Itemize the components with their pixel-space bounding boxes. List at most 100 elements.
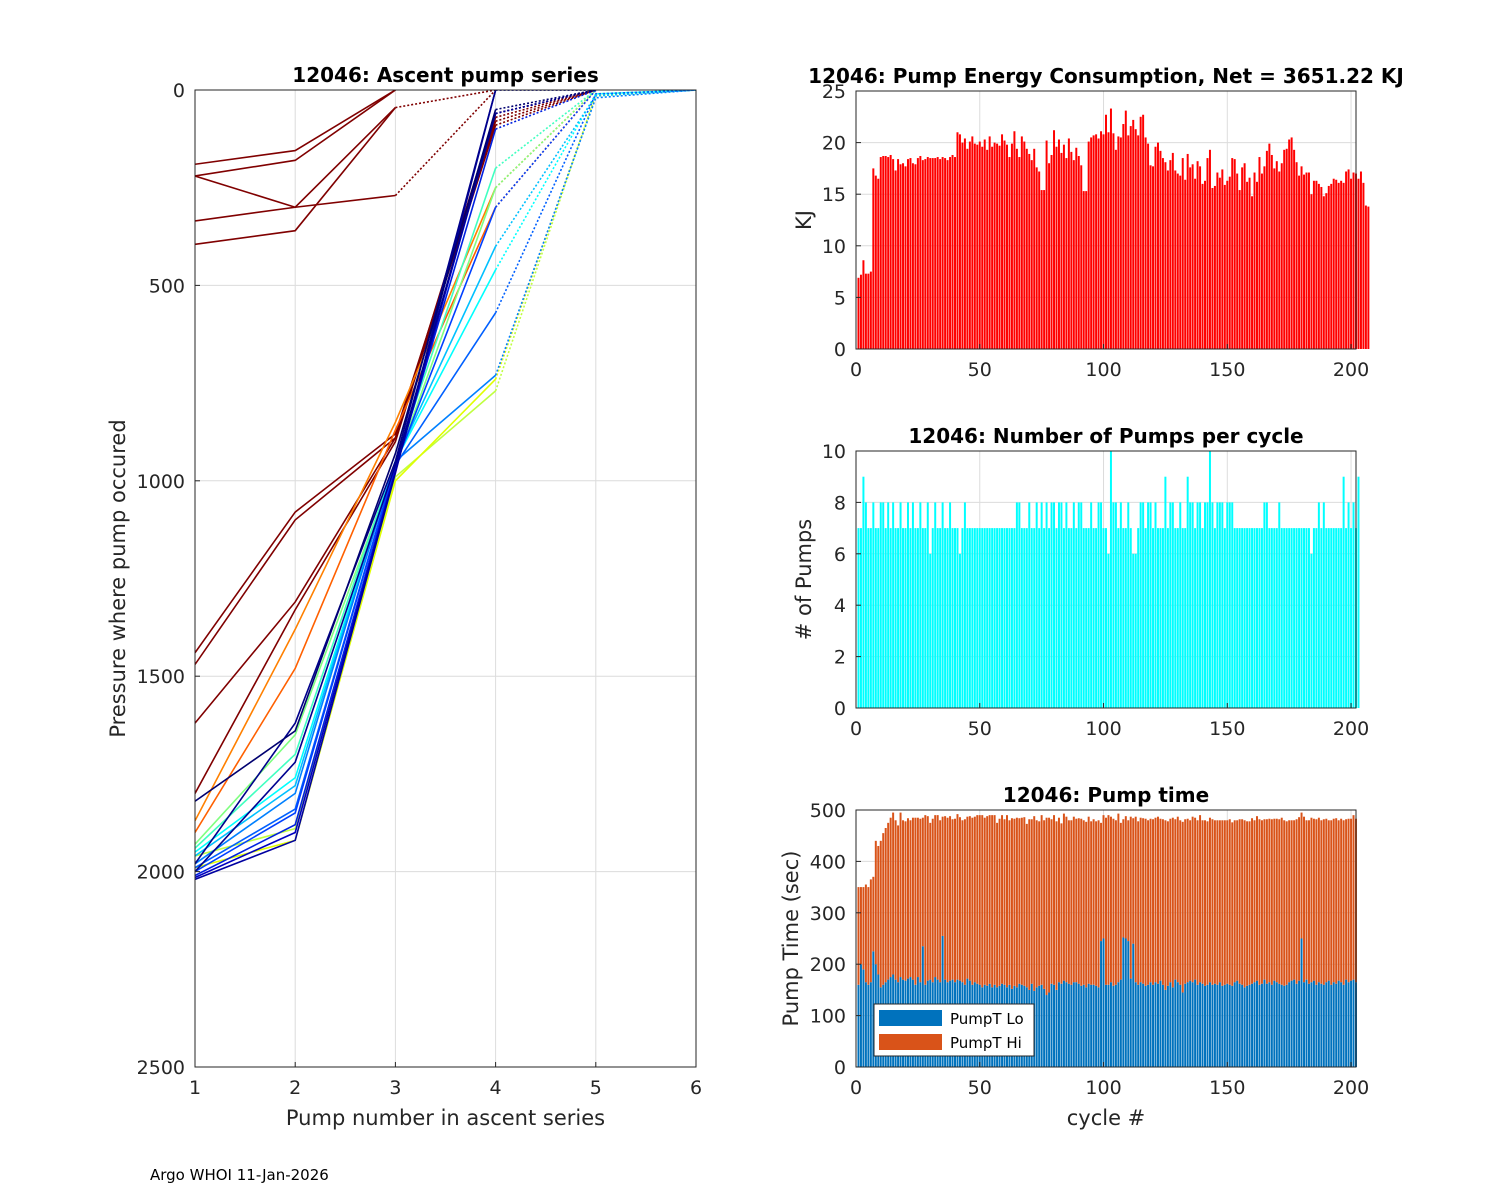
pumps-bar — [1312, 528, 1315, 708]
pumps-bar — [909, 528, 912, 708]
pumptime-lo-bar — [1144, 985, 1147, 1067]
energy-bar — [1062, 144, 1065, 349]
energy-bar — [1043, 190, 1046, 349]
energy-bar — [1100, 131, 1103, 349]
energy-bar — [1028, 153, 1031, 349]
pumptime-hi-bar — [951, 819, 954, 980]
ascent-xlabel: Pump number in ascent series — [286, 1106, 605, 1130]
pumptime-lo-bar — [1322, 984, 1325, 1067]
energy-bar — [1077, 156, 1080, 349]
energy-bar — [1006, 144, 1008, 349]
energy-bar — [1342, 182, 1345, 349]
pumptime-hi-bar — [1350, 818, 1353, 981]
pumptime-hi-bar — [1273, 818, 1276, 981]
energy-bar — [872, 168, 875, 349]
pumptime-hi-bar — [1080, 818, 1083, 986]
energy-bar — [892, 159, 895, 349]
pumptime-hi-bar — [1055, 821, 1058, 990]
pumptime-hi-bar — [1105, 817, 1107, 985]
pumptime-lo-bar — [1204, 985, 1206, 1067]
pumps-bar — [949, 502, 952, 708]
pumptime-lo-bar — [1288, 982, 1291, 1067]
energy-bar — [1087, 141, 1090, 349]
pumptime-hi-bar — [1030, 819, 1033, 984]
pumptime-hi-bar — [874, 840, 877, 965]
pumptime-hi-bar — [1124, 816, 1127, 939]
pumptime-hi-bar — [1142, 818, 1145, 984]
pumptime-lo-bar — [1275, 982, 1278, 1067]
pumps-bar — [1171, 502, 1174, 708]
pumptime-lo-bar — [1053, 984, 1056, 1067]
pumptime-hi-bar — [1154, 817, 1157, 983]
pumps-ytick-label: 10 — [822, 441, 846, 463]
pumps-bar — [1124, 528, 1127, 708]
pumps-bar — [958, 553, 961, 708]
energy-bar — [1139, 116, 1142, 349]
pumps-bar — [1325, 528, 1328, 708]
pumps-bar — [902, 528, 905, 708]
pumptime-hi-bar — [1156, 816, 1159, 984]
energy-bar — [1273, 168, 1276, 349]
pumps-bar — [1256, 528, 1258, 708]
energy-bar — [1345, 171, 1348, 349]
energy-bar — [1152, 166, 1155, 349]
pumptime-hi-bar — [1201, 820, 1204, 984]
energy-bar — [1129, 126, 1132, 349]
pumptime-hi-bar — [1087, 816, 1090, 984]
pumps-bar — [924, 528, 927, 708]
pumptime-hi-bar — [859, 887, 862, 965]
pumptime-ytick-label: 400 — [810, 851, 846, 873]
pumps-bar — [1048, 528, 1051, 708]
pumps-bar — [1199, 502, 1202, 708]
pumps-bar — [1285, 528, 1288, 708]
energy-bar — [988, 136, 991, 349]
pumptime-lo-bar — [1270, 984, 1273, 1067]
pumps-bar — [1275, 528, 1278, 708]
pumps-bar — [976, 528, 979, 708]
pumps-bar — [986, 528, 989, 708]
pumptime-lo-bar — [1112, 985, 1115, 1067]
pumptime-hi-bar — [1243, 820, 1246, 988]
pumptime-hi-bar — [1127, 820, 1130, 942]
pumptime-hi-bar — [919, 818, 922, 983]
pumptime-lo-bar — [1097, 987, 1100, 1067]
pumptime-hi-bar — [1018, 818, 1021, 984]
pumps-bar — [1265, 502, 1268, 708]
energy-bar — [904, 166, 907, 349]
pumptime-lo-bar — [1278, 983, 1281, 1067]
pumps-bar — [1100, 502, 1103, 708]
pumps-bar — [1018, 502, 1021, 708]
pumptime-hi-bar — [864, 884, 867, 983]
energy-bar — [1038, 171, 1041, 349]
pumptime-frame: 0 50 100 150 200 0 100 200 300 400 500 12046: Pump … — [779, 783, 1369, 1130]
pumps-bar — [1057, 502, 1060, 708]
pumptime-lo-bar — [1226, 983, 1229, 1067]
pumptime-hi-bar — [976, 815, 979, 984]
ascent-series-line — [195, 187, 497, 822]
energy-bar — [1352, 172, 1355, 349]
pumptime-hi-bar — [1095, 821, 1098, 986]
energy-bar — [1122, 124, 1125, 349]
pumptime-hi-bar — [1122, 819, 1125, 938]
pumps-bar — [1238, 528, 1241, 708]
pumptime-hi-bar — [1144, 818, 1147, 986]
energy-bar — [1367, 206, 1370, 349]
energy-bar — [1305, 172, 1308, 349]
energy-bar — [879, 157, 882, 349]
pumps-bar — [1015, 502, 1018, 708]
pumps-bar — [874, 528, 877, 708]
pumps-bar — [914, 528, 917, 708]
ascent-ytick-label: 2000 — [137, 862, 185, 884]
pumps-ytick-label: 4 — [834, 595, 846, 617]
pumps-bar — [1213, 528, 1216, 708]
energy-bar — [1020, 136, 1023, 349]
energy-bar — [1090, 137, 1093, 349]
pumps-bar — [1216, 502, 1219, 708]
pumps-bar — [906, 502, 909, 708]
pumps-bar — [1147, 502, 1150, 708]
pumptime-hi-bar — [1033, 816, 1036, 991]
energy-bar — [864, 273, 867, 349]
ascent-series-line — [195, 187, 497, 845]
pumptime-hi-bar — [926, 816, 929, 981]
energy-box — [855, 90, 1357, 350]
